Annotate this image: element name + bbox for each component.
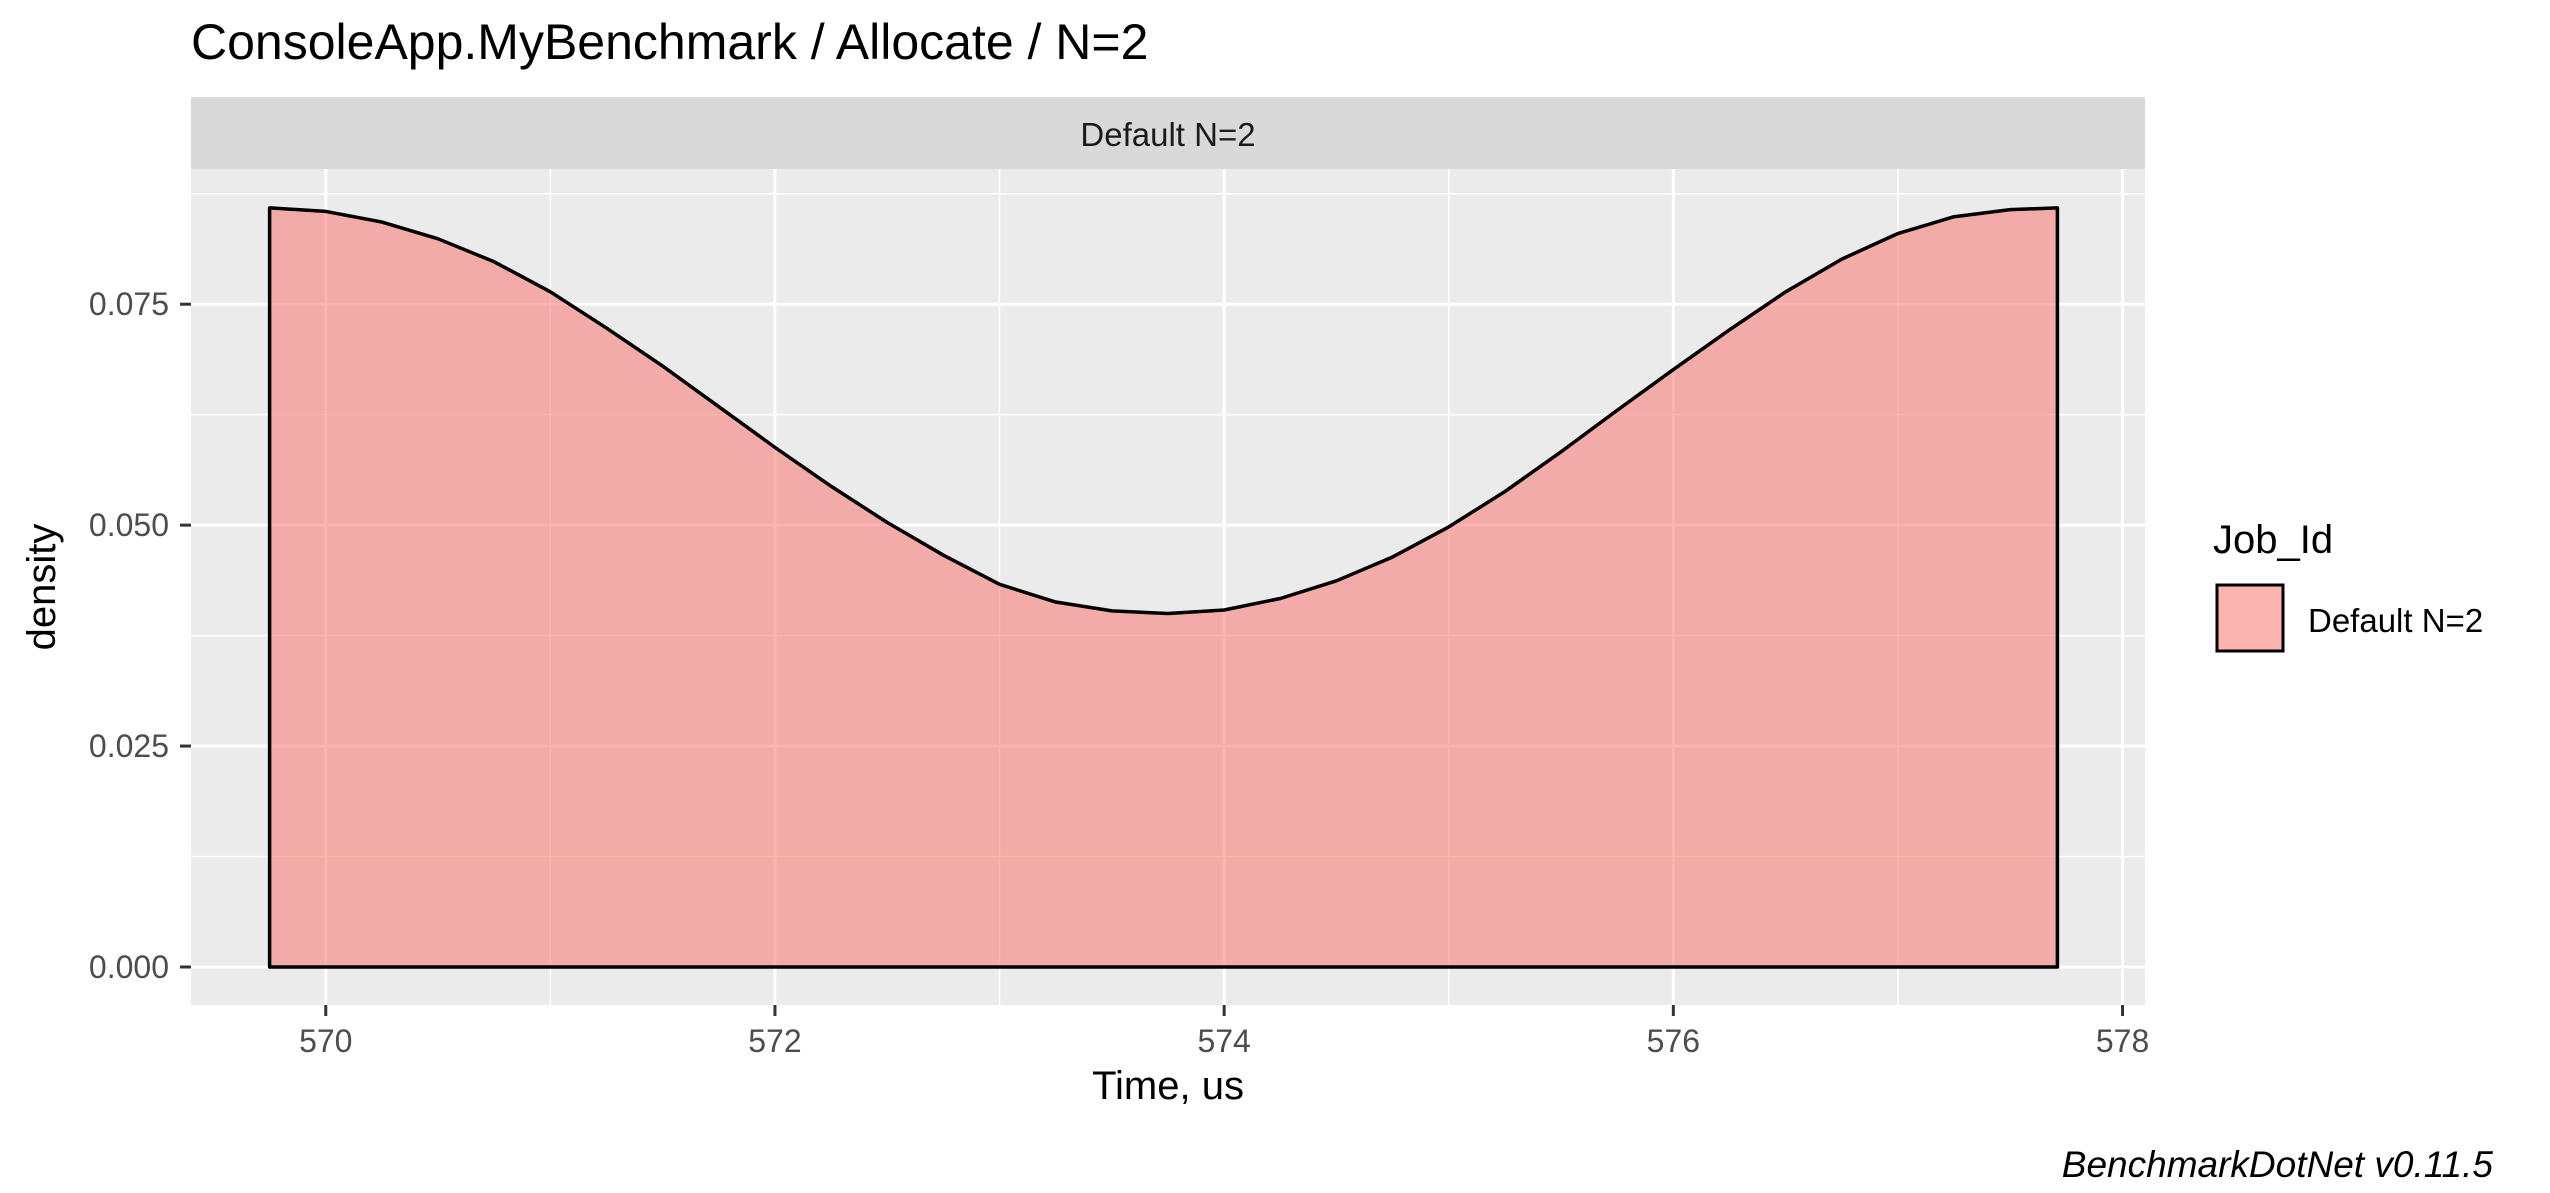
y-tick-label: 0.050	[89, 507, 169, 543]
legend: Job_Id Default N=2	[2213, 518, 2483, 653]
legend-key	[2215, 583, 2285, 653]
x-tick-label: 572	[748, 1023, 801, 1059]
series-layer	[267, 206, 2060, 969]
x-tick-label: 576	[1647, 1023, 1700, 1059]
y-axis: 0.000 0.025 0.050 0.075	[89, 286, 191, 985]
legend-title: Job_Id	[2213, 518, 2333, 562]
y-tick-label: 0.075	[89, 286, 169, 322]
x-axis: 570 572 574 576 578	[299, 1005, 2149, 1059]
x-tick-label: 578	[2096, 1023, 2149, 1059]
x-tick-label: 574	[1197, 1023, 1250, 1059]
y-tick-label: 0.000	[89, 949, 169, 985]
x-axis-title: Time, us	[1092, 1064, 1244, 1108]
facet-strip	[191, 97, 2145, 169]
facet-label: Default N=2	[1080, 116, 1255, 153]
chart-title: ConsoleApp.MyBenchmark / Allocate / N=2	[191, 14, 1148, 70]
legend-label: Default N=2	[2308, 602, 2483, 639]
x-tick-label: 570	[299, 1023, 352, 1059]
density-area	[267, 206, 2060, 969]
caption: BenchmarkDotNet v0.11.5	[2062, 1144, 2494, 1185]
y-axis-title: density	[20, 524, 64, 651]
y-tick-label: 0.025	[89, 728, 169, 764]
